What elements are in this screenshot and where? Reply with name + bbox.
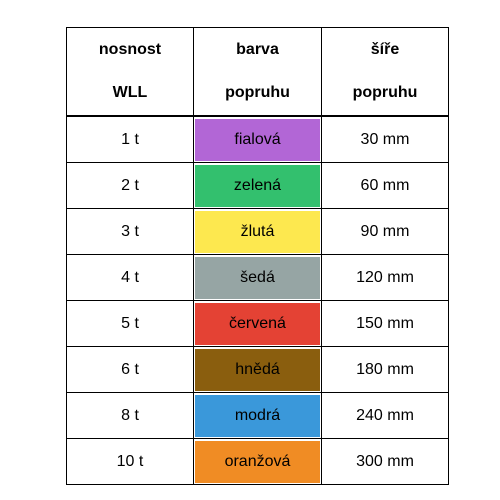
color-swatch: žlutá — [195, 210, 320, 253]
color-swatch: hnědá — [195, 348, 320, 391]
table-body: 1 t fialová 30 mm 2 t zelená 60 mm 3 t žlutá 90 … — [66, 115, 449, 485]
color-cell: žlutá — [193, 208, 322, 255]
header-width-line1: šíře — [370, 41, 400, 58]
width-cell: 300 mm — [321, 438, 449, 485]
color-cell: hnědá — [193, 346, 322, 393]
capacity-cell: 2 t — [66, 162, 194, 209]
header-width: šíře popruhu — [321, 27, 449, 117]
width-cell: 60 mm — [321, 162, 449, 209]
header-capacity-line2: WLL — [112, 84, 148, 101]
width-cell: 90 mm — [321, 208, 449, 255]
capacity-cell: 3 t — [66, 208, 194, 255]
color-cell: červená — [193, 300, 322, 347]
header-capacity-line1: nosnost — [98, 41, 162, 58]
header-capacity: nosnost WLL — [66, 27, 194, 117]
width-cell: 180 mm — [321, 346, 449, 393]
color-swatch: šedá — [195, 256, 320, 299]
table-row: 1 t fialová 30 mm — [66, 115, 449, 163]
header-color-line2: popruhu — [225, 84, 290, 101]
width-cell: 120 mm — [321, 254, 449, 301]
color-cell: šedá — [193, 254, 322, 301]
capacity-cell: 1 t — [66, 115, 194, 163]
color-cell: fialová — [193, 115, 322, 163]
color-swatch: zelená — [195, 164, 320, 207]
table-row: 3 t žlutá 90 mm — [66, 208, 449, 255]
table-row: 2 t zelená 60 mm — [66, 162, 449, 209]
table-row: 5 t červená 150 mm — [66, 300, 449, 347]
color-cell: modrá — [193, 392, 322, 439]
table-row: 10 t oranžová 300 mm — [66, 438, 449, 485]
color-swatch: červená — [195, 302, 320, 345]
color-swatch: fialová — [195, 118, 320, 161]
width-cell: 30 mm — [321, 115, 449, 163]
capacity-cell: 10 t — [66, 438, 194, 485]
capacity-cell: 5 t — [66, 300, 194, 347]
capacity-cell: 4 t — [66, 254, 194, 301]
width-cell: 240 mm — [321, 392, 449, 439]
capacity-cell: 6 t — [66, 346, 194, 393]
width-cell: 150 mm — [321, 300, 449, 347]
color-cell: oranžová — [193, 438, 322, 485]
capacity-cell: 8 t — [66, 392, 194, 439]
table-header-row: nosnost WLL barva popruhu šíře popruhu — [66, 27, 449, 117]
table-row: 6 t hnědá 180 mm — [66, 346, 449, 393]
sling-capacity-table: nosnost WLL barva popruhu šíře popruhu 1… — [66, 27, 449, 485]
color-swatch: modrá — [195, 394, 320, 437]
color-swatch: oranžová — [195, 440, 320, 483]
table-row: 4 t šedá 120 mm — [66, 254, 449, 301]
table-row: 8 t modrá 240 mm — [66, 392, 449, 439]
header-width-line2: popruhu — [352, 84, 418, 101]
color-cell: zelená — [193, 162, 322, 209]
header-color: barva popruhu — [193, 27, 322, 117]
header-color-line1: barva — [236, 41, 279, 58]
